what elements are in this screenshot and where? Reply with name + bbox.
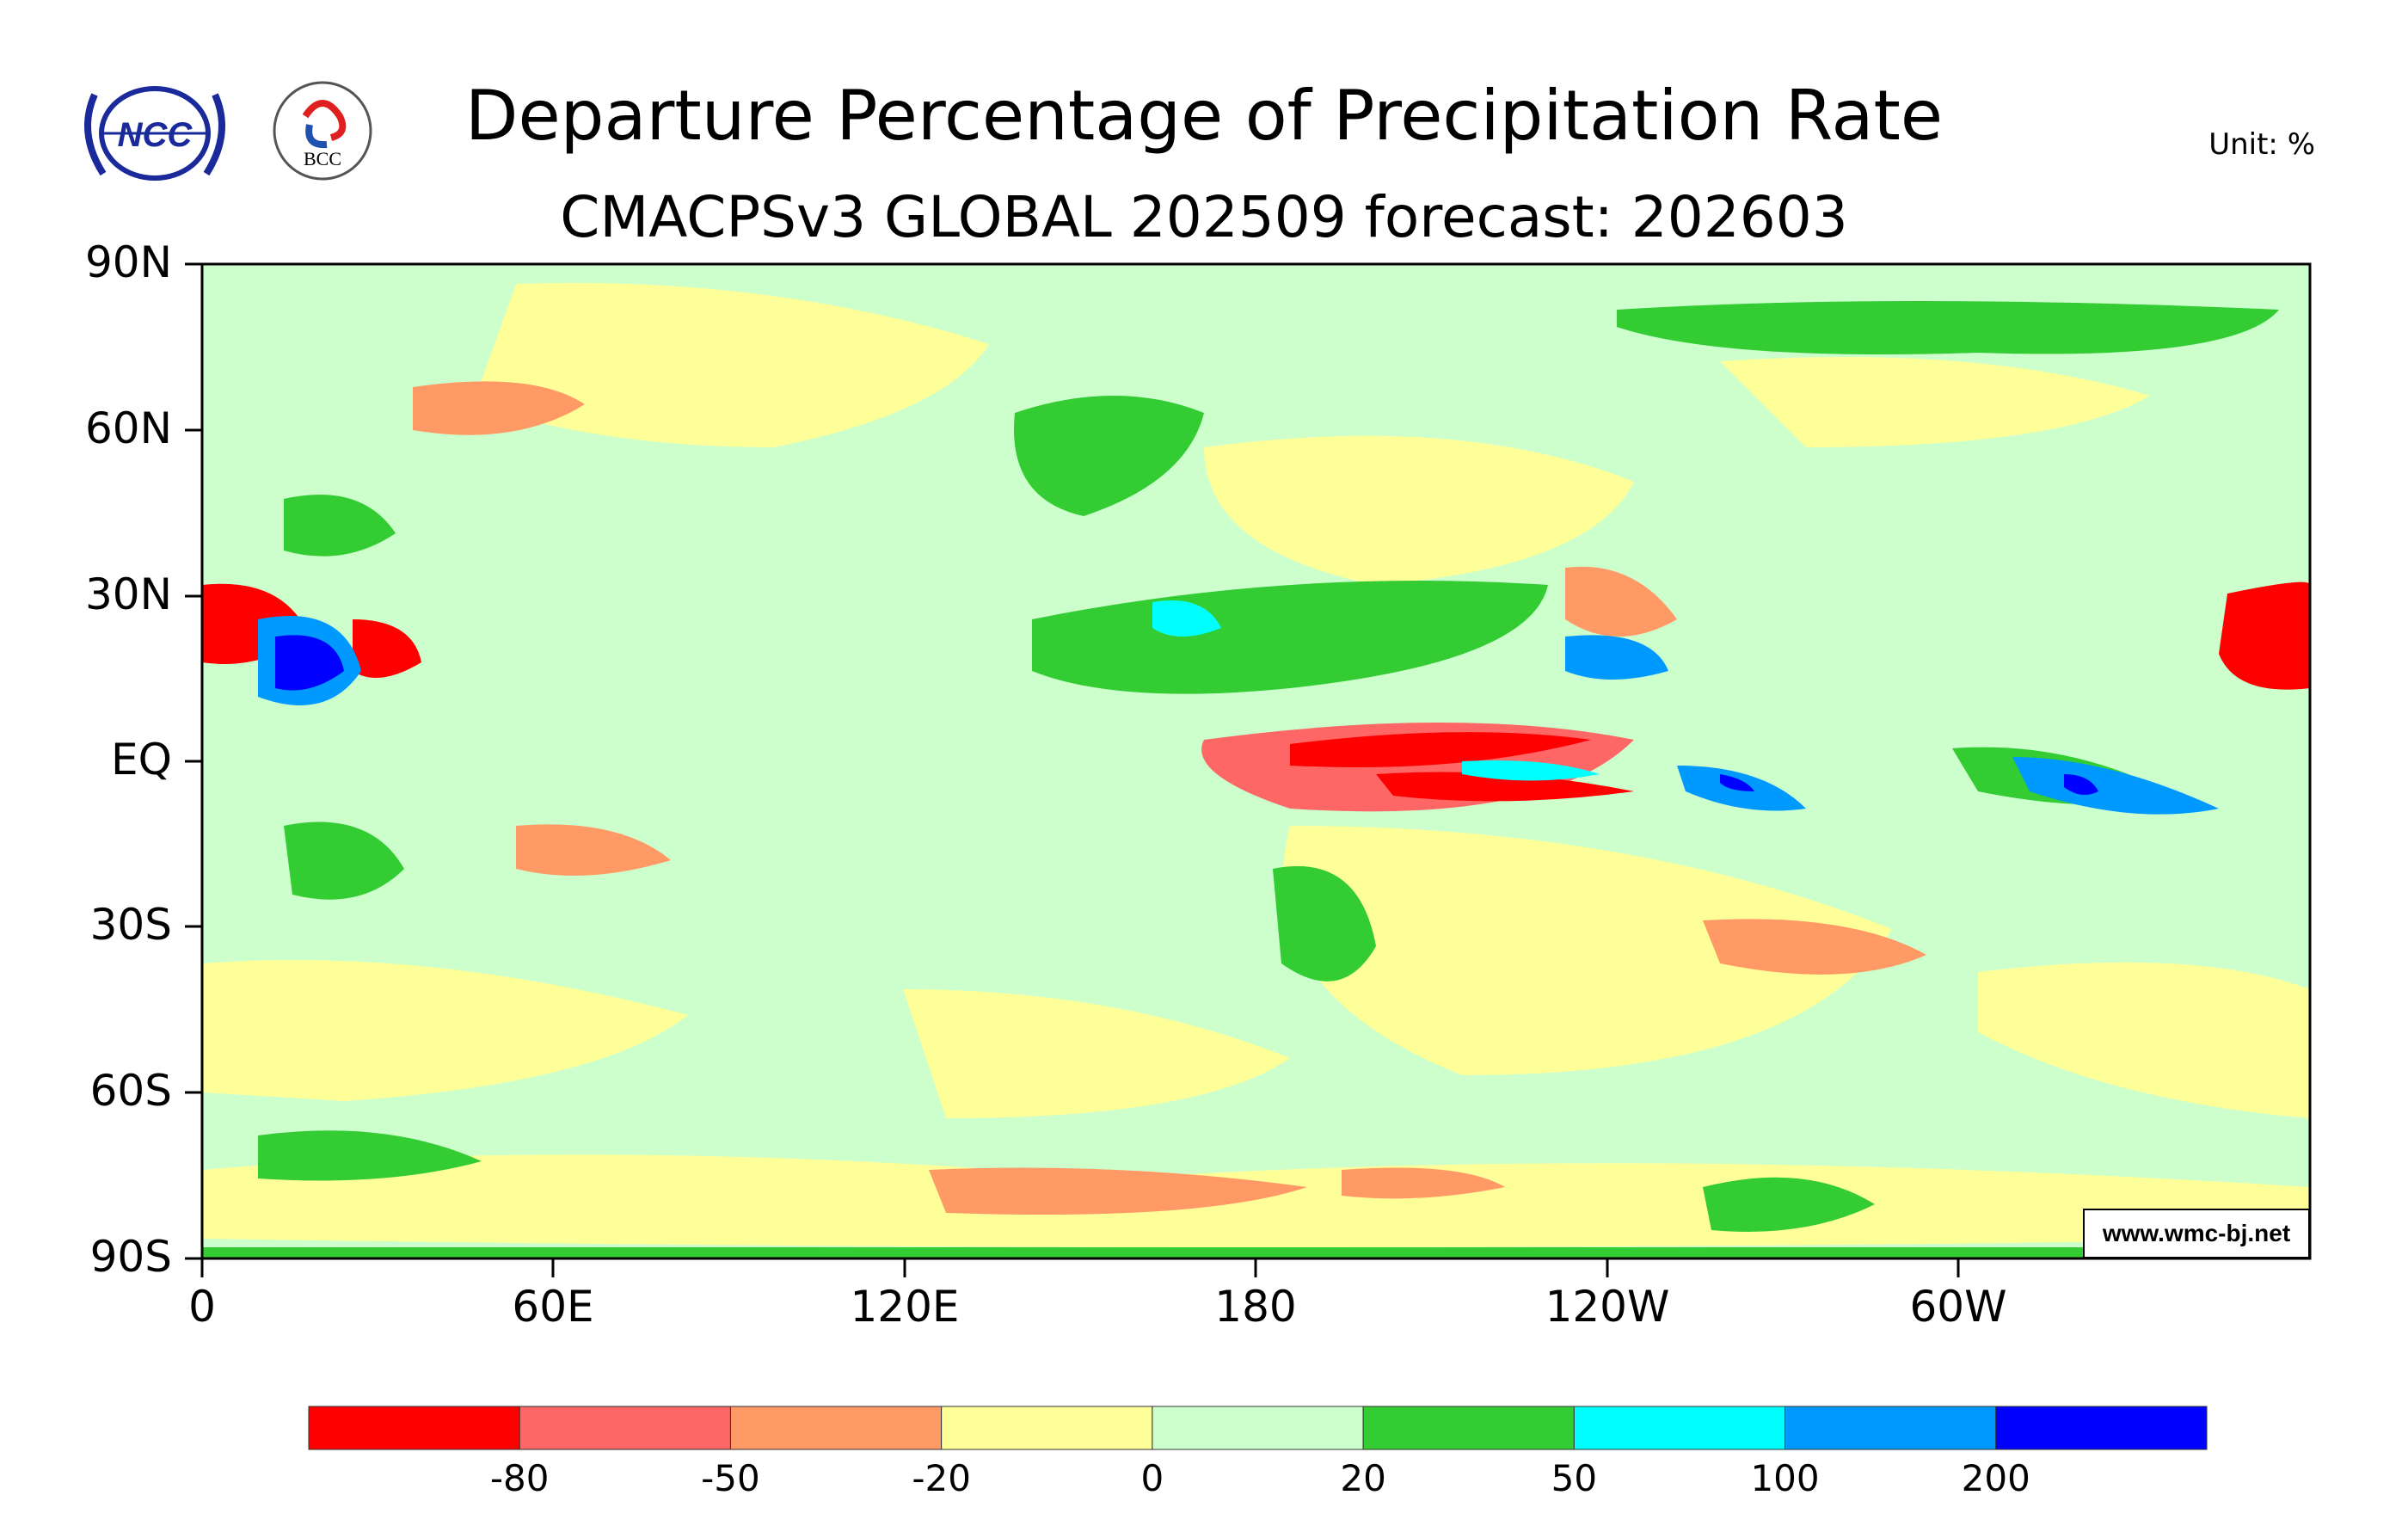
colorbar [308,1406,2208,1450]
colorbar-swatch [1995,1406,2208,1450]
colorbar-swatch [1152,1406,1364,1450]
y-tick-label: 30S [89,900,172,950]
colorbar-label: 50 [1551,1457,1598,1499]
colorbar-label: 0 [1140,1457,1164,1499]
svg-text:BCC: BCC [304,148,341,169]
x-tick-label: 180 [1214,1282,1297,1332]
y-tick-label: 30N [84,569,172,619]
chart-subtitle: CMACPSv3 GLOBAL 202509 forecast: 202603 [560,184,1848,250]
colorbar-swatch [1784,1406,1997,1450]
x-tick-label: 120W [1545,1282,1670,1332]
axis-ticks [185,262,1960,1277]
colorbar-label: -20 [912,1457,971,1499]
y-tick-label: 60N [84,403,172,453]
colorbar-swatch [1573,1406,1786,1450]
colorbar-swatch [308,1406,520,1450]
x-tick-label: 0 [188,1282,216,1332]
credit-label: www.wmc-bj.net [2083,1209,2310,1258]
colorbar-swatch [519,1406,731,1450]
y-tick-label: 90N [84,237,172,287]
ncc-logo: NCC [84,86,225,181]
x-tick-label: 120E [850,1282,960,1332]
colorbar-swatch [1362,1406,1575,1450]
y-tick-label: 90S [89,1232,172,1282]
colorbar-label: -50 [701,1457,760,1499]
chart-title: Departure Percentage of Precipitation Ra… [464,76,1944,156]
colorbar-label: 100 [1750,1457,1820,1499]
y-tick-label: EQ [111,735,172,785]
x-tick-label: 60W [1909,1282,2007,1332]
colorbar-swatch [941,1406,1153,1450]
map-fields [202,264,2310,1258]
svg-text:NCC: NCC [118,116,194,154]
colorbar-label: -80 [489,1457,550,1499]
unit-label: Unit: % [2208,127,2315,162]
y-tick-label: 60S [89,1066,172,1116]
colorbar-label: 20 [1340,1457,1386,1499]
colorbar-swatch [729,1406,943,1450]
colorbar-label: 200 [1961,1457,2030,1499]
x-tick-label: 60E [512,1282,594,1332]
bcc-logo: BCC [273,81,372,181]
